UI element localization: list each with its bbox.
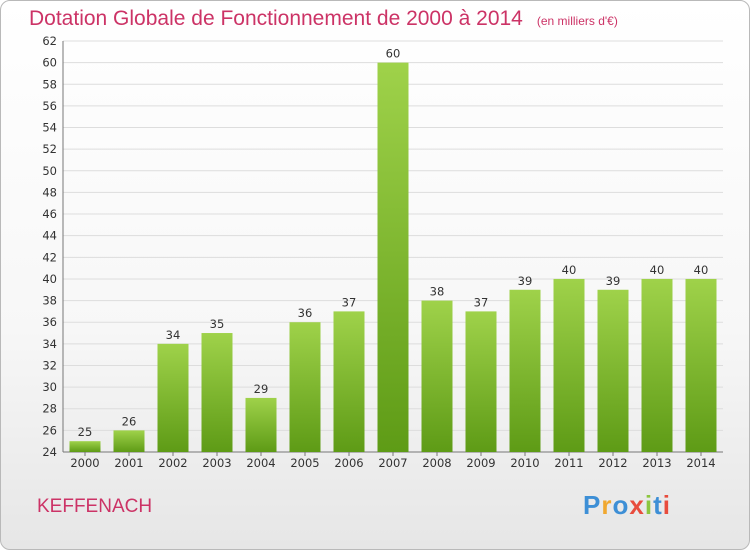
bar <box>201 333 233 452</box>
logo-letter: P <box>583 490 602 520</box>
bar <box>157 343 189 452</box>
logo-letter: i <box>662 490 671 520</box>
x-tick-label: 2004 <box>246 456 275 470</box>
bar-value-label: 39 <box>606 274 621 288</box>
y-tick-label: 28 <box>42 402 57 416</box>
y-tick-label: 44 <box>42 229 57 243</box>
bar-value-label: 29 <box>254 382 269 396</box>
logo-letter: t <box>653 490 663 520</box>
x-tick-label: 2012 <box>598 456 627 470</box>
bar <box>553 278 585 452</box>
x-tick-label: 2003 <box>202 456 231 470</box>
bar-value-label: 37 <box>474 295 489 309</box>
x-tick-label: 2014 <box>686 456 715 470</box>
y-tick-label: 42 <box>42 250 57 264</box>
y-tick-label: 62 <box>42 34 57 48</box>
bar <box>69 441 101 452</box>
bar <box>641 278 673 452</box>
x-tick-label: 2006 <box>334 456 363 470</box>
bar <box>597 289 629 452</box>
logo-letter: o <box>612 490 630 520</box>
bar-value-label: 25 <box>78 425 93 439</box>
chart-title-text: Dotation Globale de Fonctionnement de 20… <box>29 7 523 30</box>
bar <box>289 322 321 452</box>
proxiti-logo: Proxiti <box>583 490 671 521</box>
bar-value-label: 35 <box>210 317 225 331</box>
y-tick-label: 46 <box>42 207 57 221</box>
y-tick-label: 34 <box>42 337 57 351</box>
y-tick-label: 52 <box>42 142 57 156</box>
x-tick-label: 2005 <box>290 456 319 470</box>
logo-letter: i <box>644 490 654 520</box>
logo-letter: x <box>629 490 645 520</box>
bar <box>245 397 277 452</box>
commune-name: KEFFENACH <box>37 496 153 517</box>
y-tick-label: 56 <box>42 99 57 113</box>
bar <box>333 311 365 452</box>
bar <box>509 289 541 452</box>
x-tick-label: 2008 <box>422 456 451 470</box>
bar <box>421 300 453 452</box>
y-tick-label: 58 <box>42 77 57 91</box>
x-tick-label: 2007 <box>378 456 407 470</box>
x-tick-label: 2010 <box>510 456 539 470</box>
bar-value-label: 40 <box>562 263 577 277</box>
x-tick-label: 2001 <box>114 456 143 470</box>
y-tick-label: 26 <box>42 423 57 437</box>
y-tick-label: 48 <box>42 185 57 199</box>
bar-value-label: 26 <box>122 414 137 428</box>
bar-value-label: 38 <box>430 285 445 299</box>
x-tick-label: 2000 <box>70 456 99 470</box>
bar <box>113 430 145 452</box>
chart-subtitle: (en milliers d'€) <box>536 14 618 28</box>
x-tick-label: 2009 <box>466 456 495 470</box>
bar-value-label: 37 <box>342 295 357 309</box>
y-tick-label: 38 <box>42 294 57 308</box>
bar <box>685 278 717 452</box>
bar-value-label: 39 <box>518 274 533 288</box>
logo-letter: r <box>601 490 613 520</box>
y-tick-label: 24 <box>42 445 57 459</box>
x-tick-label: 2011 <box>554 456 583 470</box>
y-tick-label: 60 <box>42 56 57 70</box>
chart-title: Dotation Globale de Fonctionnement de 20… <box>29 7 618 31</box>
y-tick-label: 32 <box>42 358 57 372</box>
bar-value-label: 40 <box>650 263 665 277</box>
x-tick-label: 2013 <box>642 456 671 470</box>
y-tick-label: 30 <box>42 380 57 394</box>
y-tick-label: 40 <box>42 272 57 286</box>
y-tick-label: 54 <box>42 121 57 135</box>
y-tick-label: 36 <box>42 315 57 329</box>
x-tick-label: 2002 <box>158 456 187 470</box>
bar-value-label: 34 <box>166 328 181 342</box>
bar-value-label: 36 <box>298 306 313 320</box>
bar-value-label: 40 <box>694 263 709 277</box>
bar <box>377 62 409 452</box>
bar <box>465 311 497 452</box>
y-tick-label: 50 <box>42 164 57 178</box>
bar-value-label: 60 <box>386 47 401 61</box>
